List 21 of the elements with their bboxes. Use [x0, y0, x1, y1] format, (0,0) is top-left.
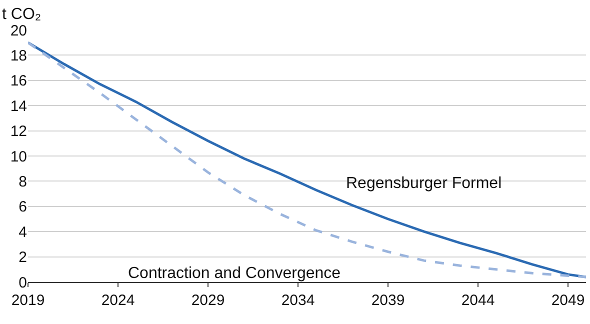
x-tick-label: 2044 [461, 292, 495, 309]
x-tick-label: 2024 [101, 292, 135, 309]
x-tick-label: 2034 [281, 292, 315, 309]
y-axis-title: t CO₂ [2, 6, 42, 23]
series-label: Contraction and Convergence [128, 265, 341, 282]
y-tick-label: 16 [10, 72, 27, 90]
y-tick-label: 4 [18, 224, 27, 241]
y-tick-label: 12 [10, 123, 27, 140]
x-tick-label: 2029 [191, 292, 225, 309]
y-tick-label: 0 [18, 274, 27, 292]
y-tick-label: 14 [10, 98, 27, 115]
y-tick-label: 2 [18, 249, 27, 266]
y-tick-label: 6 [18, 198, 27, 216]
series-label: Regensburger Formel [346, 175, 502, 192]
y-tick-label: 10 [10, 148, 27, 166]
x-tick-label: 2039 [371, 292, 405, 309]
x-tick-label: 2019 [11, 292, 45, 309]
y-tick-label: 20 [10, 22, 27, 40]
y-tick-label: 8 [18, 173, 27, 190]
y-tick-label: 18 [10, 47, 27, 64]
x-tick-label: 2049 [551, 292, 585, 309]
